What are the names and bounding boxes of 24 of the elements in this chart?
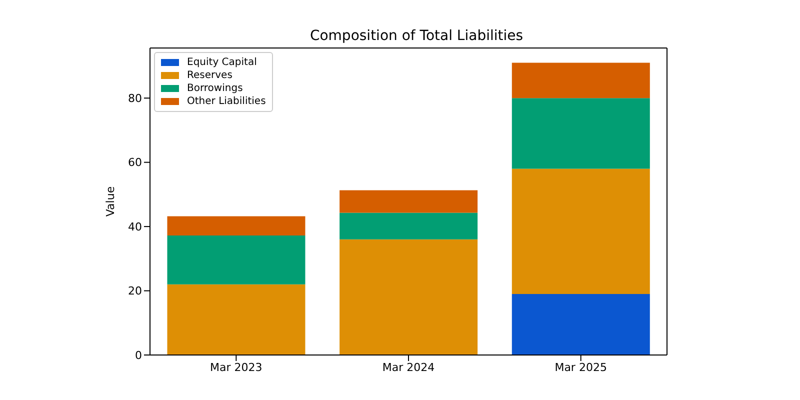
bar — [512, 168, 650, 294]
bar — [340, 212, 478, 240]
bar — [512, 62, 650, 98]
y-axis-title: Value — [104, 186, 117, 217]
bar — [340, 190, 478, 213]
bar — [167, 236, 306, 284]
y-tick-label: 40 — [128, 220, 142, 234]
x-tick-label: Mar 2024 — [382, 360, 435, 374]
bar — [340, 239, 478, 355]
chart-title: Composition of Total Liabilities — [308, 28, 524, 44]
legend-label: Equity Capital — [187, 56, 257, 69]
bar — [512, 294, 650, 355]
bar — [167, 216, 306, 236]
legend-label: Borrowings — [187, 82, 243, 95]
y-tick-label: 80 — [128, 92, 142, 105]
legend-label: Reserves — [187, 69, 232, 82]
x-tick-label: Mar 2025 — [554, 360, 607, 374]
y-tick-label: 60 — [128, 156, 142, 170]
y-tick-label: 20 — [128, 284, 142, 298]
y-tick-label: 0 — [135, 348, 142, 362]
legend-label: Other Liabilities — [187, 95, 266, 108]
x-tick-label: Mar 2023 — [210, 360, 262, 374]
bar — [167, 284, 306, 355]
bar — [512, 98, 650, 169]
